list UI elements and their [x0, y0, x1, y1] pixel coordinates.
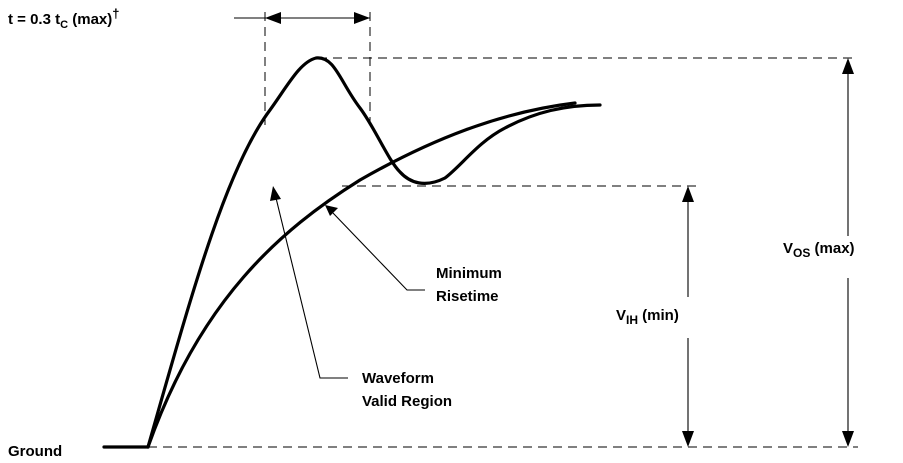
timing-width-arrow: [234, 12, 370, 24]
minimum-risetime-label-line2: Risetime: [436, 288, 499, 305]
minimum-risetime-curve: [146, 101, 577, 449]
waveform-valid-region-label-line1: Waveform: [362, 370, 434, 387]
vos-max-dimension-arrow: [842, 58, 854, 447]
vih-min-dimension-arrow: [682, 186, 694, 447]
waveform-valid-region-leader: [270, 186, 348, 379]
overshoot-waveform-curve: [146, 56, 602, 449]
vih-min-label: VIH (min): [616, 307, 679, 327]
timing-label: t = 0.3 tC (max)†: [8, 6, 119, 31]
waveform-valid-region-label-line2: Valid Region: [362, 393, 452, 410]
vos-max-label: VOS (max): [783, 240, 855, 260]
ground-label: Ground: [8, 443, 62, 460]
minimum-risetime-label-line1: Minimum: [436, 265, 502, 282]
minimum-risetime-leader: [325, 205, 425, 291]
